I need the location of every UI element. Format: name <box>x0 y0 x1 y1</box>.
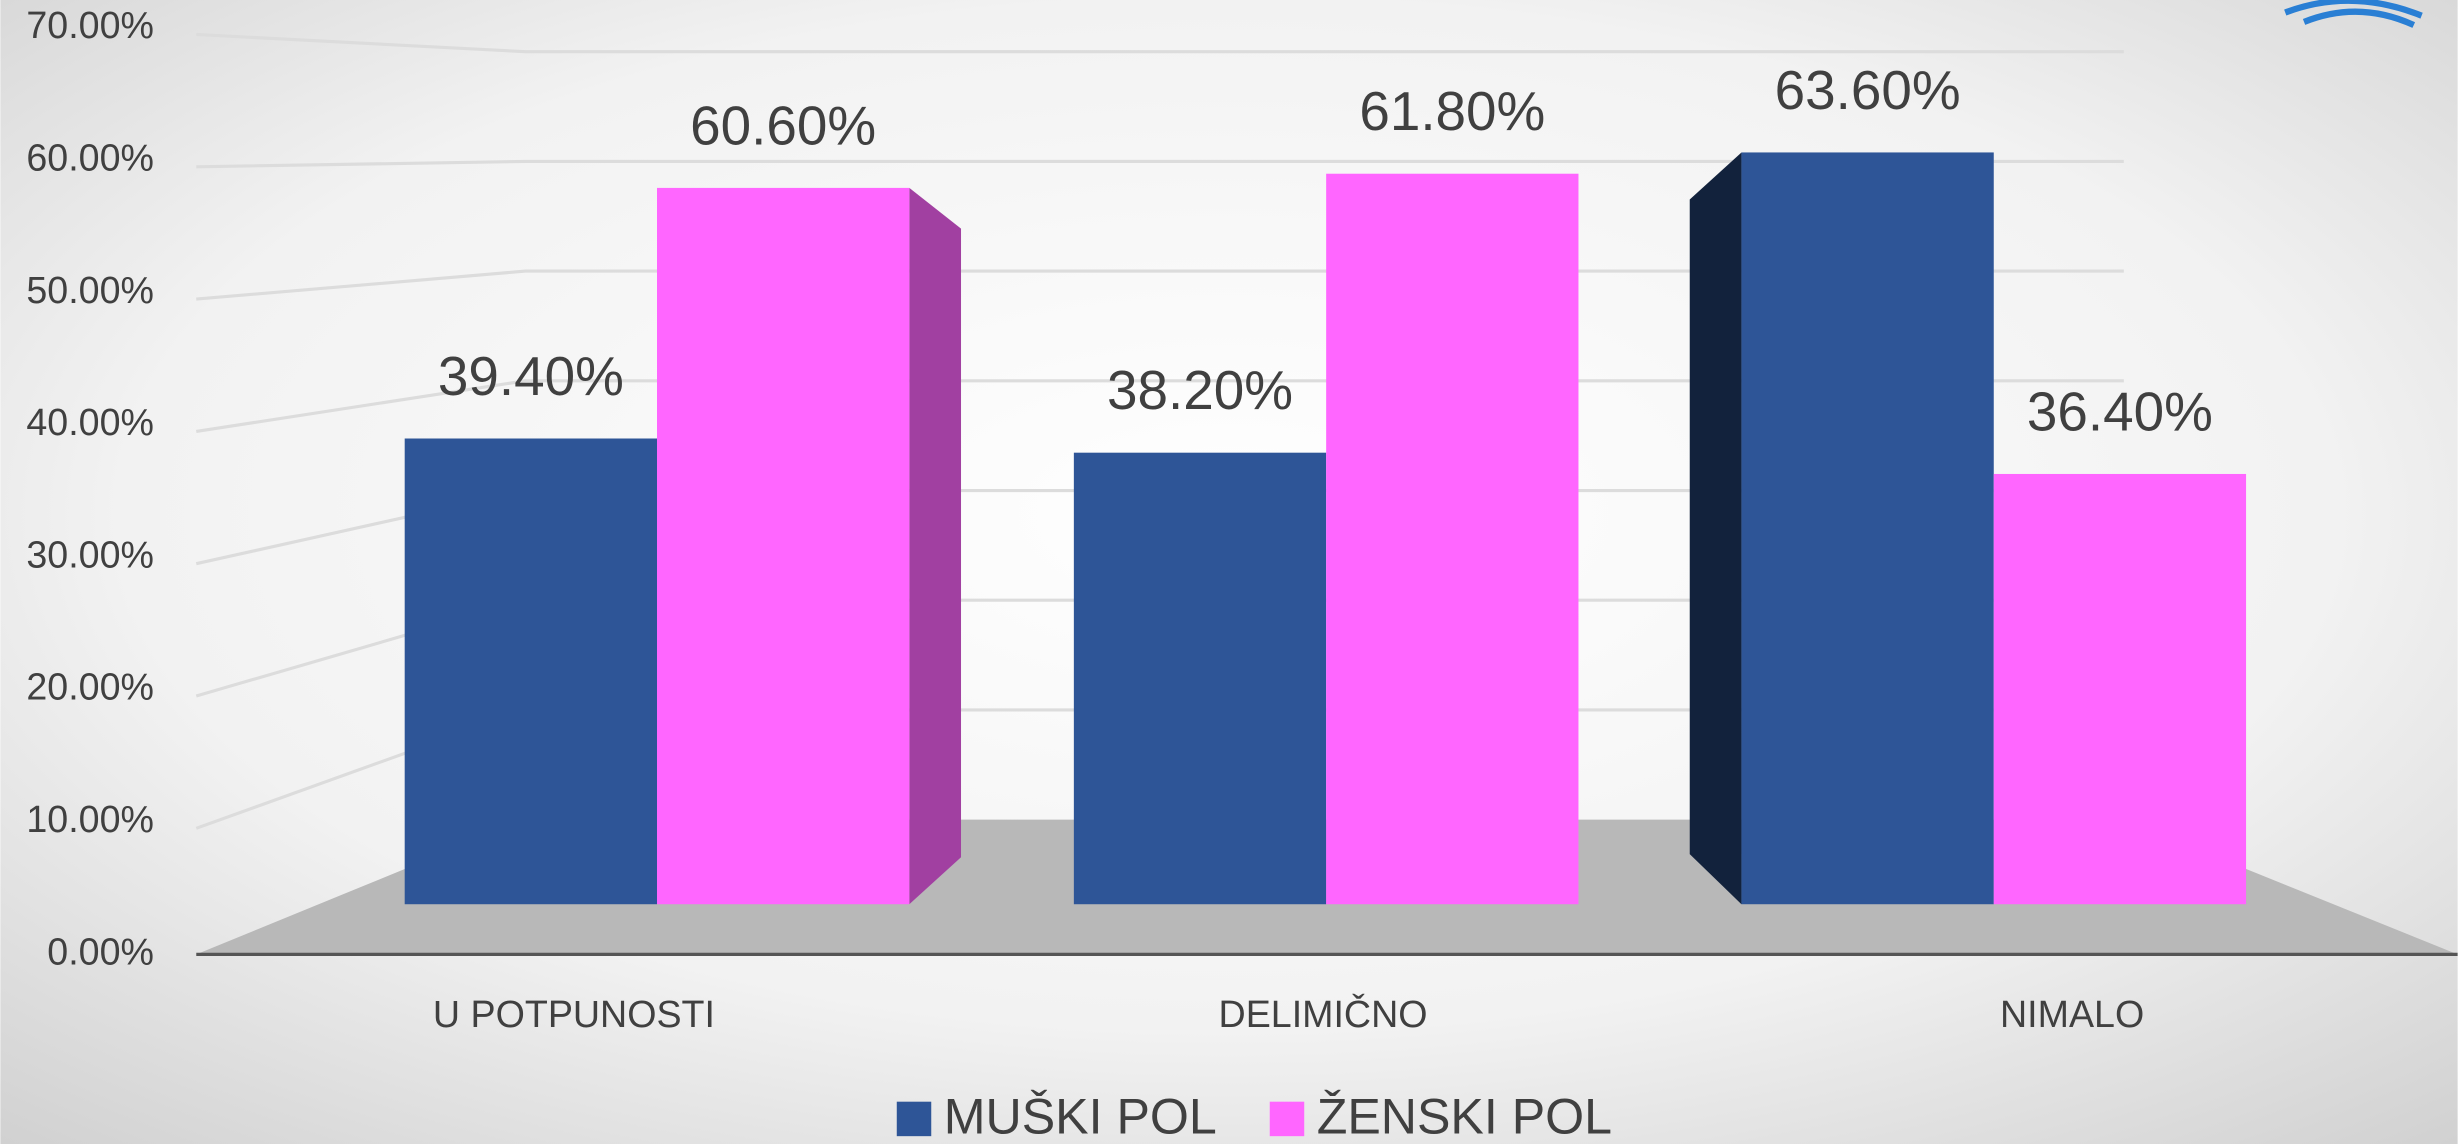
grid-line <box>196 159 2124 169</box>
grid-line <box>196 32 2124 54</box>
value-label: 38.20% <box>1107 359 1293 421</box>
bar-side <box>1689 152 1742 905</box>
x-tick-label: NIMALO <box>2000 993 2144 1035</box>
value-label: 60.60% <box>690 94 876 156</box>
legend-swatch <box>1269 1101 1305 1137</box>
grid-line <box>196 269 2124 301</box>
bar <box>1073 452 1327 905</box>
bar <box>404 438 657 905</box>
y-tick-label: 20.00% <box>26 666 154 708</box>
bar <box>1741 152 1994 905</box>
legend-label: ŽENSKI POL <box>1317 1089 1612 1144</box>
bar <box>1326 173 1579 905</box>
x-tick-label: DELIMIČNO <box>1219 993 1428 1035</box>
y-tick-label: 40.00% <box>26 401 154 443</box>
value-label: 39.40% <box>438 345 624 407</box>
logo <box>2284 0 2423 28</box>
grid-line <box>196 379 2124 433</box>
y-tick-label: 50.00% <box>26 269 154 311</box>
value-label: 61.80% <box>1359 80 1545 142</box>
y-tick-label: 60.00% <box>26 136 154 178</box>
bar-side <box>909 187 962 905</box>
legend-swatch <box>896 1101 932 1137</box>
y-tick-label: 70.00% <box>26 4 154 46</box>
y-tick-label: 0.00% <box>47 930 154 972</box>
y-tick-label: 30.00% <box>26 533 154 575</box>
bar <box>1993 473 2247 905</box>
value-label: 63.60% <box>1775 59 1961 121</box>
value-label: 36.40% <box>2027 380 2213 442</box>
x-tick-label: U POTPUNOSTI <box>433 993 715 1035</box>
bar <box>657 187 910 905</box>
y-tick-label: 10.00% <box>26 798 154 840</box>
legend-label: MUŠKI POL <box>944 1089 1217 1144</box>
